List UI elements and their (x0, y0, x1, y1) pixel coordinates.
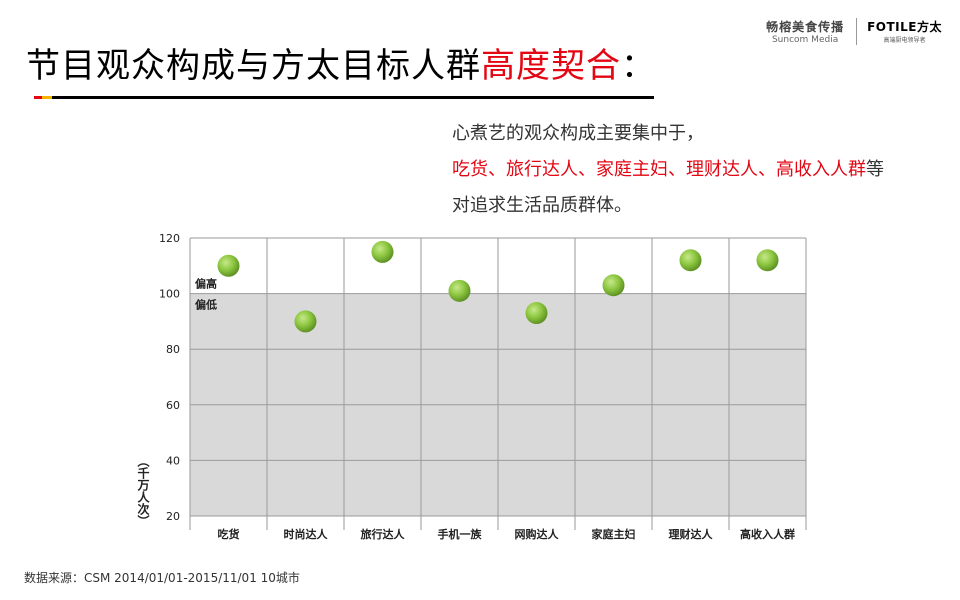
fotile-logo-tagline: 高端厨电领导者 (883, 37, 926, 44)
fotile-logo: FOTILE方太 高端厨电领导者 (857, 18, 942, 44)
header-logos: 畅榕美食传播 Suncom Media FOTILE方太 高端厨电领导者 (766, 14, 942, 48)
description-line-1: 心煮艺的观众构成主要集中于， (452, 123, 704, 144)
suncom-logo-cn: 畅榕美食传播 (766, 19, 845, 34)
data-point-1 (294, 310, 317, 333)
data-point-4 (525, 302, 548, 325)
suncom-logo-en: Suncom Media (771, 34, 839, 45)
y-tick-label-5: 120 (159, 232, 180, 245)
y-axis-tick-labels: 20 40 60 80 100 120 (159, 232, 180, 523)
data-point-2 (371, 240, 394, 263)
x-tick-label-4: 网购达人 (515, 527, 560, 541)
y-tick-label-3: 80 (166, 343, 180, 356)
data-point-7 (756, 249, 779, 272)
data-point-5 (602, 274, 625, 297)
x-tick-label-1: 时尚达人 (284, 527, 329, 541)
data-point-0 (217, 254, 240, 277)
threshold-label-below: 偏低 (195, 298, 217, 312)
vertical-gridlines (189, 238, 807, 530)
data-points (217, 240, 779, 333)
x-axis-category-labels: 吃货 时尚达人 旅行达人 手机一族 网购达人 家庭主妇 理财达人 高收入人群 (218, 527, 796, 541)
x-tick-label-7: 高收入人群 (740, 527, 795, 541)
suncom-logo: 畅榕美食传播 Suncom Media (766, 17, 858, 45)
data-point-6 (679, 249, 702, 272)
x-tick-label-3: 手机一族 (438, 527, 483, 541)
page-title-suffix: ： (621, 46, 656, 86)
page-title-main: 节目观众构成与方太目标人群 (26, 46, 481, 86)
y-tick-label-1: 40 (166, 454, 180, 467)
x-tick-label-6: 理财达人 (669, 527, 714, 541)
fotile-logo-text: FOTILE方太 (867, 20, 942, 34)
description-highlight: 吃货、旅行达人、家庭主妇、理财达人、高收入人群 (452, 159, 866, 180)
x-tick-label-0: 吃货 (218, 527, 240, 541)
x-tick-label-5: 家庭主妇 (592, 527, 636, 541)
data-source-note: 数据来源：CSM 2014/01/01-2015/11/01 10城市 (24, 571, 300, 585)
title-underline-gap (26, 96, 34, 99)
page-title: 节目观众构成与方太目标人群高度契合： (26, 44, 656, 88)
y-tick-label-4: 100 (159, 288, 180, 301)
title-underline-red (34, 96, 42, 99)
description: 心煮艺的观众构成主要集中于， 吃货、旅行达人、家庭主妇、理财达人、高收入人群等 … (452, 116, 884, 224)
x-tick-label-2: 旅行达人 (361, 527, 406, 541)
description-line-2-suffix: 等 (866, 159, 884, 180)
y-axis-label: （千万人次） (136, 455, 150, 527)
threshold-label-above: 偏高 (195, 277, 217, 291)
page-title-accent: 高度契合 (481, 46, 621, 86)
title-underline (26, 96, 654, 99)
y-tick-label-2: 60 (166, 399, 180, 412)
description-line-3: 对追求生活品质群体。 (452, 195, 632, 216)
data-point-3 (448, 279, 471, 302)
title-underline-yellow (42, 96, 52, 99)
description-line-2: 吃货、旅行达人、家庭主妇、理财达人、高收入人群等 (452, 152, 884, 188)
y-tick-label-0: 20 (166, 510, 180, 523)
